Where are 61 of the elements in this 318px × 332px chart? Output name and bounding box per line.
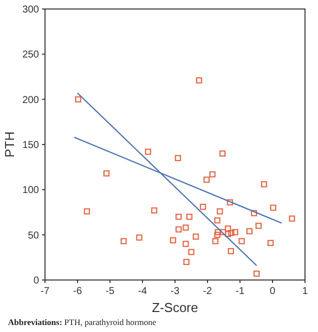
- x-tick-label: -6: [73, 286, 82, 297]
- x-tick-label: 0: [270, 286, 276, 297]
- point: [214, 229, 221, 236]
- point: [288, 216, 296, 222]
- x-tick-label: -2: [203, 286, 212, 297]
- point: [250, 210, 258, 216]
- y-tick-label: 250: [22, 50, 40, 61]
- point: [270, 204, 276, 211]
- point: [182, 224, 189, 231]
- point: [224, 225, 232, 232]
- y-tick-label: 300: [22, 4, 40, 16]
- x-tick-label: -3: [170, 286, 180, 297]
- point: [186, 214, 192, 220]
- point: [174, 155, 181, 162]
- point: [176, 214, 182, 220]
- point: [200, 204, 206, 210]
- point: [255, 222, 262, 229]
- y-tick-label: 50: [28, 230, 40, 242]
- x-tick-label: -7: [40, 286, 50, 297]
- point: [219, 150, 226, 157]
- point: [192, 234, 199, 240]
- y-tick-label: 200: [22, 94, 40, 106]
- point: [170, 237, 176, 244]
- point: [176, 226, 182, 232]
- x-tick-label: -4: [138, 286, 148, 297]
- point: [226, 199, 233, 206]
- point: [75, 96, 82, 102]
- point: [261, 181, 268, 188]
- point: [238, 238, 245, 244]
- x-tick-label: 1: [302, 286, 308, 297]
- point: [228, 230, 234, 236]
- x-axis-title: Z-Score: [152, 300, 198, 315]
- y-tick-label: 0: [33, 276, 40, 286]
- x-tick-label: -5: [106, 286, 115, 297]
- point: [254, 270, 260, 277]
- point: [188, 248, 194, 256]
- point: [136, 234, 142, 241]
- point: [144, 148, 152, 155]
- point: [196, 77, 202, 84]
- point: [182, 240, 189, 247]
- point: [212, 238, 218, 244]
- x-tick-label: -1: [236, 286, 245, 297]
- point: [228, 248, 234, 254]
- point: [120, 238, 127, 244]
- y-tick-label: 150: [22, 140, 40, 151]
- point: [203, 176, 210, 183]
- point: [216, 208, 223, 214]
- point: [232, 229, 238, 236]
- text: Abbreviations: PTH, parathyroid hormone: [8, 317, 156, 327]
- point: [224, 230, 232, 237]
- point: [183, 258, 190, 265]
- y-tick-label: 100: [22, 185, 40, 196]
- point: [268, 240, 274, 246]
- point: [214, 217, 220, 224]
- y-axis-title: PTH: [2, 132, 17, 158]
- point: [214, 232, 220, 238]
- point: [209, 171, 216, 178]
- point: [84, 208, 90, 214]
- point: [246, 228, 252, 234]
- point: [151, 207, 158, 214]
- point: [103, 170, 110, 176]
